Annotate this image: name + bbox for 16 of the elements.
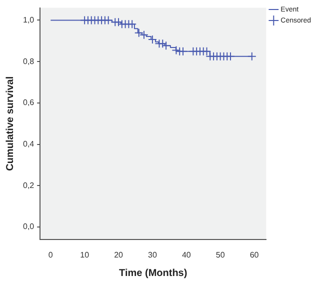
x-axis-title: Time (Months) bbox=[119, 268, 188, 279]
y-tick-label: 0,2 bbox=[22, 180, 35, 190]
x-tick-label: 60 bbox=[250, 250, 260, 260]
y-tick-label: 0,6 bbox=[22, 98, 35, 108]
y-tick-label: 0,0 bbox=[22, 222, 35, 232]
y-tick-label: 0,4 bbox=[22, 139, 35, 148]
x-tick-label: 30 bbox=[148, 250, 158, 260]
x-tick-label: 10 bbox=[80, 250, 90, 260]
x-tick-label: 50 bbox=[216, 250, 226, 260]
x-tick-label: 40 bbox=[182, 250, 192, 260]
y-tick-label: 0,8 bbox=[22, 56, 35, 66]
x-tick-label: 0 bbox=[48, 250, 54, 260]
x-tick-label: 20 bbox=[114, 250, 124, 260]
point bbox=[172, 46, 181, 55]
y-tick-label: 1,0 bbox=[22, 15, 35, 24]
y-axis-title: Cumulative survival bbox=[4, 76, 16, 171]
